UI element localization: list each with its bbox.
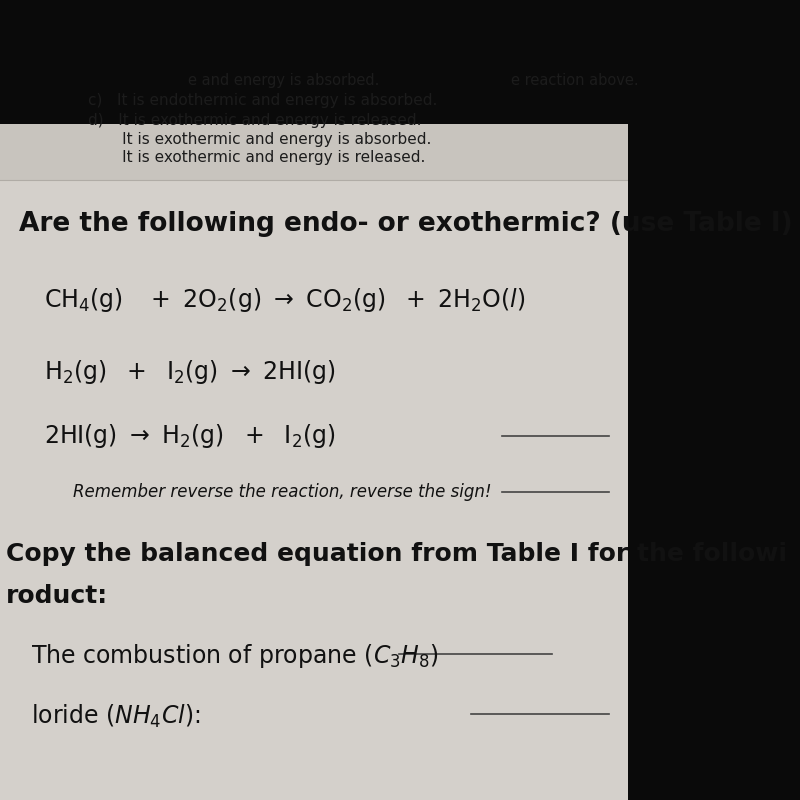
Text: c)   It is endothermic and energy is absorbed.: c) It is endothermic and energy is absor… [88, 94, 438, 108]
Text: Remember reverse the reaction, reverse the sign!: Remember reverse the reaction, reverse t… [74, 483, 492, 501]
Text: $\mathregular{2HI(g)\ \rightarrow\ H_2(g)\ \ +\ \ I_2(g)}$: $\mathregular{2HI(g)\ \rightarrow\ H_2(g… [44, 422, 335, 450]
Text: It is exothermic and energy is released.: It is exothermic and energy is released. [88, 150, 426, 165]
Text: Copy the balanced equation from Table I for the followi: Copy the balanced equation from Table I … [6, 542, 787, 566]
Text: roduct:: roduct: [6, 584, 109, 608]
Text: The combustion of propane $(C_3H_8)$: The combustion of propane $(C_3H_8)$ [31, 642, 439, 670]
Text: Are the following endo- or exothermic? (use Table I): Are the following endo- or exothermic? (… [19, 211, 793, 237]
Bar [0, 124, 628, 180]
Text: $\mathregular{CH_4(g)\ \ \ +\ 2O_2(g)\ \rightarrow\ CO_2(g)\ \ +\ 2H_2O(\mathit{: $\mathregular{CH_4(g)\ \ \ +\ 2O_2(g)\ \… [44, 286, 526, 314]
Text: It is exothermic and energy is absorbed.: It is exothermic and energy is absorbed. [88, 132, 431, 146]
Text: $\mathregular{H_2(g)\ \ +\ \ I_2(g)\ \rightarrow\ 2HI(g)}$: $\mathregular{H_2(g)\ \ +\ \ I_2(g)\ \ri… [44, 358, 335, 386]
Text: d)   It is exothermic and energy is released.: d) It is exothermic and energy is releas… [88, 114, 422, 128]
Text: e and energy is absorbed.         e reaction above.: e and energy is absorbed. e reaction abo… [188, 73, 639, 87]
Bar [0, 124, 628, 800]
Text: loride $(NH_4Cl)$:: loride $(NH_4Cl)$: [31, 702, 201, 730]
